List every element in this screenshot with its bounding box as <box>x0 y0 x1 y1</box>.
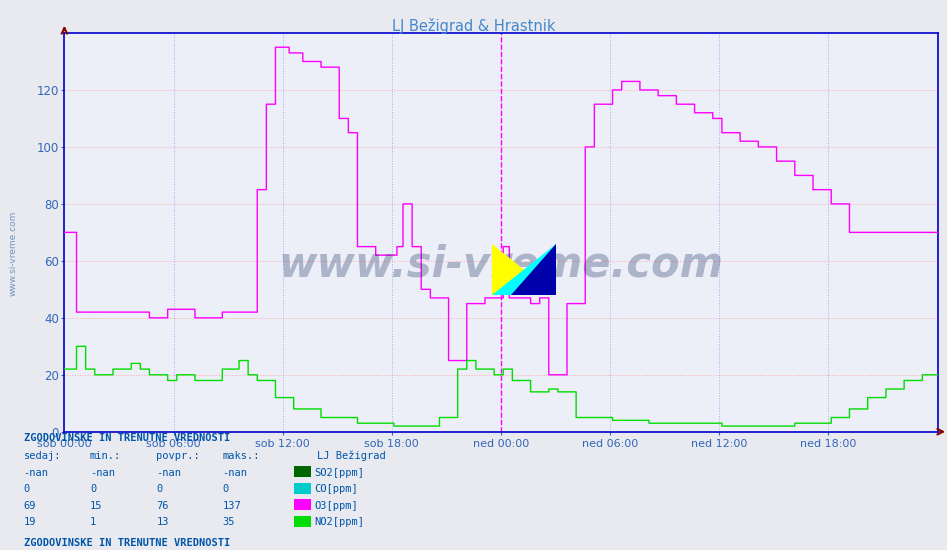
Text: 69: 69 <box>24 500 36 511</box>
Polygon shape <box>491 244 556 295</box>
Text: 0: 0 <box>156 484 163 494</box>
Text: NO2[ppm]: NO2[ppm] <box>314 517 365 527</box>
Text: 0: 0 <box>24 484 30 494</box>
Text: maks.:: maks.: <box>223 451 260 461</box>
Text: 13: 13 <box>156 517 169 527</box>
Text: CO[ppm]: CO[ppm] <box>314 484 358 494</box>
Text: -nan: -nan <box>90 468 115 478</box>
Text: O3[ppm]: O3[ppm] <box>314 500 358 511</box>
Text: 35: 35 <box>223 517 235 527</box>
Text: -nan: -nan <box>223 468 247 478</box>
Text: povpr.:: povpr.: <box>156 451 200 461</box>
Text: 137: 137 <box>223 500 241 511</box>
Text: 76: 76 <box>156 500 169 511</box>
Text: www.si-vreme.com: www.si-vreme.com <box>9 210 18 296</box>
Text: 15: 15 <box>90 500 102 511</box>
Polygon shape <box>491 244 556 295</box>
Text: LJ Bežigrad: LJ Bežigrad <box>317 451 386 461</box>
Text: LJ Bežigrad & Hrastnik: LJ Bežigrad & Hrastnik <box>392 18 555 34</box>
Text: 19: 19 <box>24 517 36 527</box>
Text: www.si-vreme.com: www.si-vreme.com <box>278 243 724 285</box>
Text: SO2[ppm]: SO2[ppm] <box>314 468 365 478</box>
Text: sedaj:: sedaj: <box>24 451 62 461</box>
Text: -nan: -nan <box>24 468 48 478</box>
Text: 0: 0 <box>223 484 229 494</box>
Text: 0: 0 <box>90 484 97 494</box>
Polygon shape <box>511 244 556 295</box>
Text: 1: 1 <box>90 517 97 527</box>
Text: ZGODOVINSKE IN TRENUTNE VREDNOSTI: ZGODOVINSKE IN TRENUTNE VREDNOSTI <box>24 433 230 443</box>
Text: ZGODOVINSKE IN TRENUTNE VREDNOSTI: ZGODOVINSKE IN TRENUTNE VREDNOSTI <box>24 538 230 548</box>
Text: min.:: min.: <box>90 451 121 461</box>
Text: -nan: -nan <box>156 468 181 478</box>
